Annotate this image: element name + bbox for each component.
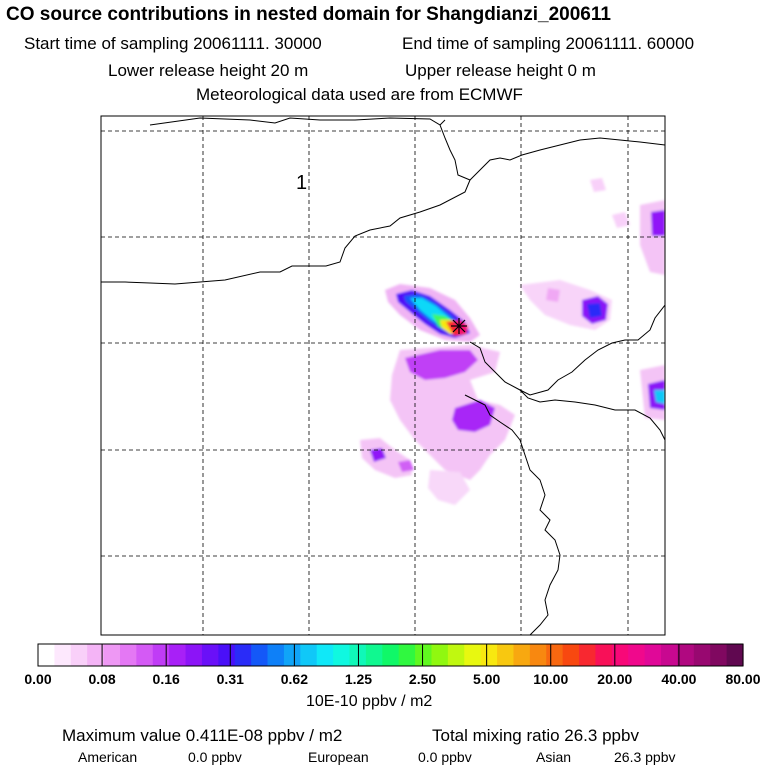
colorbar-cell: [201, 644, 219, 666]
colorbar-cell: [497, 644, 515, 666]
colorbar-cell: [54, 644, 72, 666]
lower-height-label: Lower release height 20 m: [108, 61, 309, 80]
maximum-value-label: Maximum value 0.411E-08 ppbv / m2: [62, 726, 343, 745]
colorbar-cell: [333, 644, 351, 666]
colorbar-cell: [431, 644, 449, 666]
colorbar-tick-label: 20.00: [597, 671, 632, 687]
colorbar-cell: [611, 644, 629, 666]
colorbar-cell: [447, 644, 465, 666]
colorbar-cell: [513, 644, 531, 666]
colorbar-tick-label: 10.00: [533, 671, 568, 687]
colorbar-cell: [579, 644, 597, 666]
colorbar-cell: [283, 644, 301, 666]
colorbar-cell: [316, 644, 334, 666]
colorbar-tick-label: 0.31: [217, 671, 244, 687]
coastline: [101, 117, 665, 635]
colorbar-cell: [726, 644, 744, 666]
colorbar-cell: [267, 644, 285, 666]
colorbar: 0.00 0.08 0.16 0.31 0.62 1.25 2.50 5.00 10.00 20.…: [24, 643, 761, 687]
colorbar-cell: [251, 644, 269, 666]
colorbar-cell: [464, 644, 482, 666]
colorbar-cell: [628, 644, 646, 666]
colorbar-tick-label: 1.25: [345, 671, 372, 687]
colorbar-cell: [169, 644, 187, 666]
upper-height-label: Upper release height 0 m: [405, 61, 596, 80]
asian-value: 26.3 ppbv: [614, 749, 676, 765]
colorbar-frame: [37, 643, 744, 667]
met-data-label: Meteorological data used are from ECMWF: [196, 85, 523, 104]
colorbar-cell: [365, 644, 383, 666]
colorbar-cell: [300, 644, 318, 666]
colorbar-tick-label: 80.00: [725, 671, 760, 687]
colorbar-cell: [661, 644, 679, 666]
receptor-star-marker: [451, 318, 467, 334]
colorbar-cell: [644, 644, 662, 666]
colorbar-cell: [562, 644, 580, 666]
colorbar-cell: [415, 644, 433, 666]
colorbar-tick-label: 0.16: [153, 671, 180, 687]
colorbar-tick-label: 5.00: [473, 671, 500, 687]
colorbar-cell: [382, 644, 400, 666]
colorbar-tick-label: 40.00: [661, 671, 696, 687]
colorbar-tick-label: 0.00: [24, 671, 51, 687]
colorbar-cell: [234, 644, 252, 666]
colorbar-cell: [529, 644, 547, 666]
colorbar-cell: [480, 644, 498, 666]
start-time-label: Start time of sampling 20061111. 30000: [24, 34, 322, 53]
colorbar-cell: [710, 644, 728, 666]
asian-label: Asian: [536, 749, 572, 765]
colorbar-cell: [546, 644, 564, 666]
european-value: 0.0 ppbv: [418, 749, 472, 765]
colorbar-cell: [70, 644, 88, 666]
colorbar-cell: [38, 644, 55, 666]
colorbar-cell: [136, 644, 154, 666]
colorbar-cell: [693, 644, 711, 666]
colorbar-tick-label: 0.62: [281, 671, 308, 687]
map-frame: [100, 115, 666, 636]
colorbar-cell: [87, 644, 105, 666]
colorbar-tick-label: 0.08: [88, 671, 115, 687]
colorbar-cell: [103, 644, 121, 666]
colorbar-cell: [185, 644, 203, 666]
colorbar-cell: [595, 644, 613, 666]
colorbar-cell: [119, 644, 137, 666]
european-label: European: [308, 749, 369, 765]
colorbar-tick-label: 2.50: [409, 671, 436, 687]
plot-title: CO source contributions in nested domain…: [6, 4, 611, 25]
colorbar-cell: [152, 644, 170, 666]
colorbar-cell: [398, 644, 416, 666]
colorbar-units: 10E-10 ppbv / m2: [306, 693, 433, 710]
american-value: 0.0 ppbv: [188, 749, 242, 765]
colorbar-cell: [677, 644, 695, 666]
colorbar-cell: [218, 644, 236, 666]
region-label: 1: [296, 172, 307, 194]
end-time-label: End time of sampling 20061111. 60000: [402, 34, 695, 53]
lat-lon-grid: [101, 116, 665, 635]
american-label: American: [78, 749, 138, 765]
total-mixing-ratio-label: Total mixing ratio 26.3 ppbv: [432, 726, 639, 745]
